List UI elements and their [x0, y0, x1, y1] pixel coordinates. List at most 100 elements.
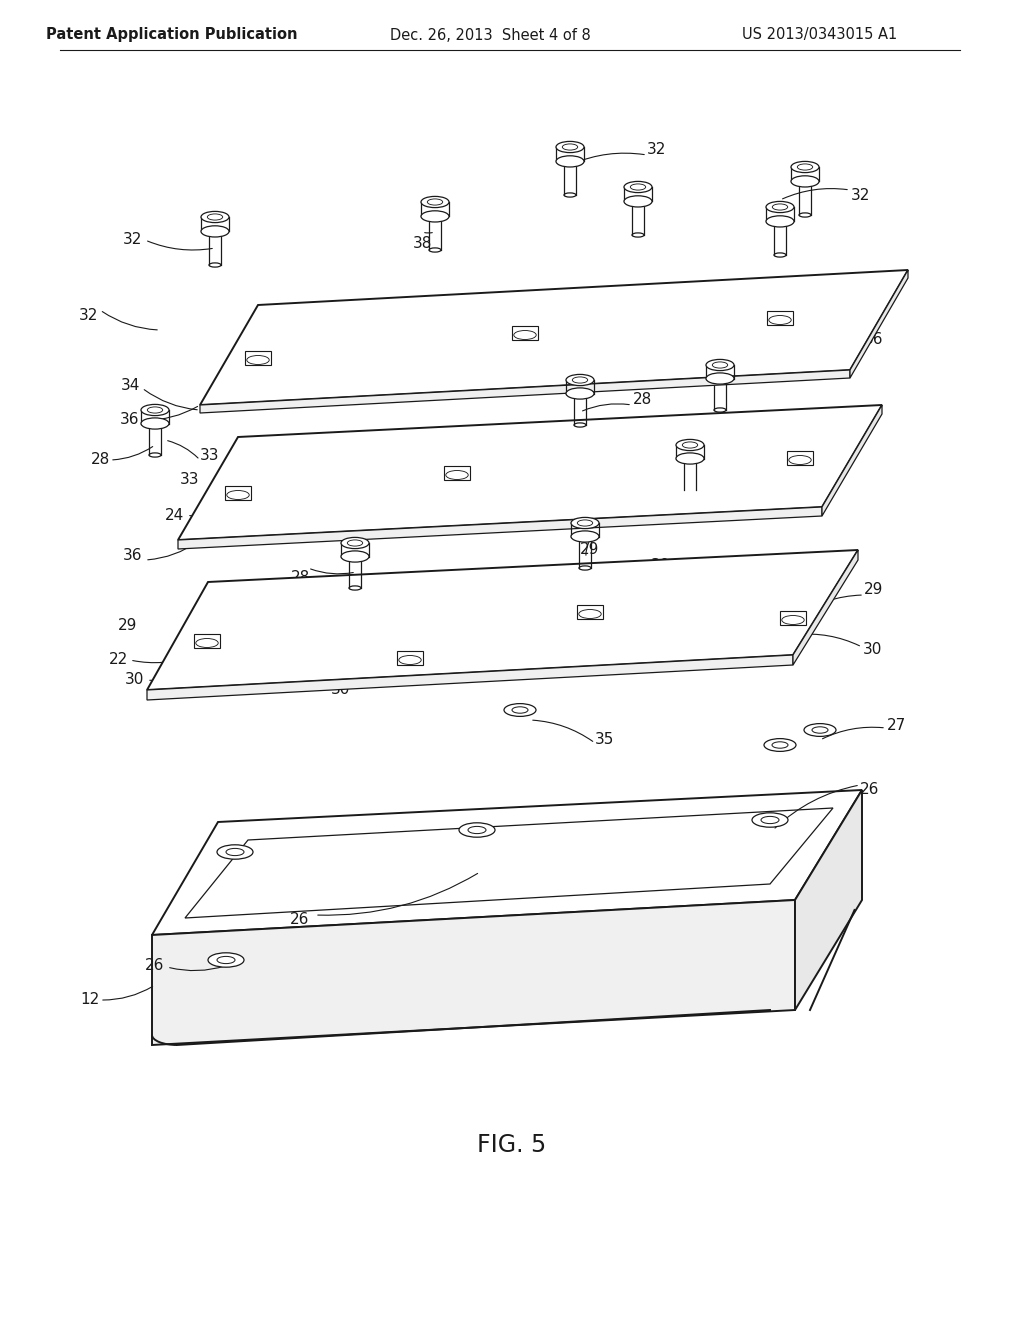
Ellipse shape [427, 199, 442, 205]
Polygon shape [767, 312, 793, 326]
Ellipse shape [682, 442, 697, 447]
Polygon shape [185, 808, 833, 917]
Ellipse shape [341, 537, 369, 549]
Ellipse shape [504, 704, 536, 717]
Text: 32: 32 [647, 143, 667, 157]
Text: 30: 30 [650, 557, 670, 573]
Ellipse shape [207, 214, 222, 220]
Ellipse shape [566, 375, 594, 385]
Text: 27: 27 [887, 718, 905, 733]
Text: 33: 33 [201, 447, 220, 462]
Ellipse shape [562, 144, 578, 150]
Text: 35: 35 [595, 733, 614, 747]
Text: 30: 30 [862, 643, 882, 657]
Text: 28: 28 [291, 570, 309, 586]
Polygon shape [397, 651, 423, 665]
Polygon shape [200, 370, 850, 413]
Ellipse shape [791, 176, 819, 187]
Text: 33: 33 [180, 473, 200, 487]
Ellipse shape [706, 372, 734, 384]
Polygon shape [152, 900, 795, 1045]
Text: 30: 30 [331, 682, 349, 697]
Ellipse shape [421, 197, 449, 207]
Text: 29: 29 [864, 582, 884, 598]
Ellipse shape [676, 440, 705, 450]
Ellipse shape [201, 226, 229, 238]
Text: 30: 30 [125, 672, 144, 688]
Polygon shape [225, 486, 251, 500]
Ellipse shape [624, 195, 652, 207]
Polygon shape [178, 507, 822, 549]
Ellipse shape [226, 491, 249, 499]
Text: FIG. 5: FIG. 5 [477, 1133, 547, 1158]
Ellipse shape [774, 318, 786, 322]
Text: 26: 26 [291, 912, 309, 928]
Text: 32: 32 [281, 364, 300, 380]
Polygon shape [178, 405, 882, 540]
Ellipse shape [799, 213, 811, 216]
Text: 34: 34 [120, 378, 139, 392]
Ellipse shape [788, 455, 811, 465]
Ellipse shape [201, 640, 213, 645]
Ellipse shape [451, 473, 463, 478]
Text: US 2013/0343015 A1: US 2013/0343015 A1 [742, 28, 898, 42]
Ellipse shape [772, 203, 787, 210]
Text: 34: 34 [525, 308, 545, 322]
Ellipse shape [429, 248, 441, 252]
Polygon shape [147, 550, 858, 690]
Ellipse shape [201, 211, 229, 223]
Ellipse shape [232, 492, 244, 498]
Ellipse shape [512, 706, 528, 713]
Polygon shape [246, 351, 270, 366]
Ellipse shape [208, 953, 244, 968]
Polygon shape [195, 634, 220, 648]
Ellipse shape [421, 211, 449, 222]
Ellipse shape [794, 458, 806, 462]
Polygon shape [578, 605, 603, 619]
Text: 36: 36 [512, 467, 531, 483]
Ellipse shape [572, 378, 588, 383]
Polygon shape [795, 789, 862, 1010]
Ellipse shape [556, 156, 584, 168]
Ellipse shape [217, 957, 234, 964]
Polygon shape [444, 466, 470, 480]
Ellipse shape [564, 193, 575, 197]
Ellipse shape [252, 358, 264, 363]
Text: 36: 36 [120, 412, 139, 428]
Ellipse shape [566, 388, 594, 399]
Ellipse shape [631, 183, 646, 190]
Polygon shape [780, 611, 806, 626]
Ellipse shape [769, 315, 792, 325]
Text: 32: 32 [850, 187, 869, 202]
Ellipse shape [774, 253, 786, 257]
Ellipse shape [791, 161, 819, 173]
Text: 36: 36 [864, 333, 884, 347]
Text: 22: 22 [109, 652, 128, 668]
Ellipse shape [226, 849, 244, 855]
Ellipse shape [781, 615, 804, 624]
Ellipse shape [684, 488, 696, 492]
Ellipse shape [766, 215, 794, 227]
Ellipse shape [584, 611, 596, 616]
Ellipse shape [247, 355, 269, 364]
Ellipse shape [706, 359, 734, 371]
Text: Patent Application Publication: Patent Application Publication [46, 28, 298, 42]
Text: 29: 29 [119, 618, 137, 632]
Ellipse shape [787, 618, 799, 623]
Ellipse shape [519, 333, 531, 338]
Ellipse shape [571, 531, 599, 543]
Ellipse shape [141, 404, 169, 416]
Ellipse shape [514, 330, 537, 339]
Text: 38: 38 [413, 236, 432, 252]
Ellipse shape [772, 742, 788, 748]
Text: Dec. 26, 2013  Sheet 4 of 8: Dec. 26, 2013 Sheet 4 of 8 [389, 28, 591, 42]
Ellipse shape [349, 586, 361, 590]
Text: 29: 29 [581, 543, 600, 557]
Ellipse shape [764, 739, 796, 751]
Text: 26: 26 [145, 957, 165, 973]
Ellipse shape [752, 813, 788, 828]
Polygon shape [822, 405, 882, 516]
Text: 34: 34 [852, 305, 871, 321]
Ellipse shape [398, 656, 421, 664]
Text: 32: 32 [78, 308, 97, 322]
